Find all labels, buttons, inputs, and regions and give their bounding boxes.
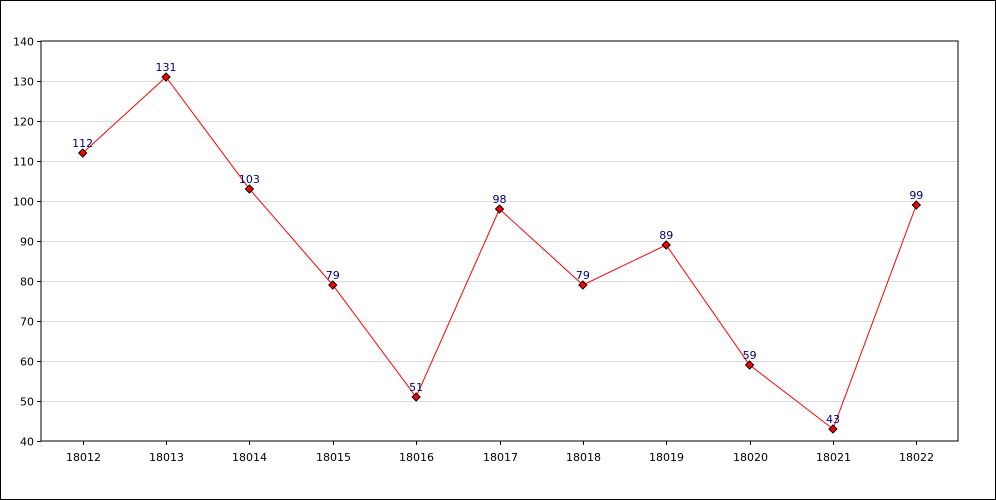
y-tick-label: 50 xyxy=(20,396,34,409)
data-label-layer: 112 131 103 79 51 98 79 89 59 43 99 xyxy=(72,61,923,426)
data-point-marker xyxy=(578,280,588,290)
y-tick-label: 80 xyxy=(20,276,34,289)
y-tick-label: 140 xyxy=(13,36,34,49)
data-label: 89 xyxy=(659,229,673,242)
data-point-marker xyxy=(494,204,505,214)
grid-layer xyxy=(41,81,958,402)
y-tick-label: 90 xyxy=(20,236,34,249)
data-label: 43 xyxy=(826,413,840,426)
x-tick-label: 18012 xyxy=(66,451,101,464)
data-label: 79 xyxy=(326,269,340,282)
y-tick-label: 110 xyxy=(13,156,34,169)
data-point-marker xyxy=(244,184,255,194)
x-tick-label: 18018 xyxy=(566,451,601,464)
data-label: 103 xyxy=(239,173,260,186)
data-label: 51 xyxy=(409,381,423,394)
series-layer xyxy=(77,72,922,434)
data-label: 112 xyxy=(72,137,93,150)
data-point-marker xyxy=(744,360,755,370)
data-label: 98 xyxy=(493,193,507,206)
x-tick-label: 18021 xyxy=(816,451,851,464)
data-label: 99 xyxy=(909,189,923,202)
data-point-marker xyxy=(77,148,88,158)
y-axis: 40 50 60 70 80 90 100 110 120 130 140 xyxy=(13,36,41,449)
data-label: 79 xyxy=(576,269,590,282)
data-point-marker xyxy=(828,424,838,434)
x-tick-label: 18017 xyxy=(483,451,518,464)
data-label: 59 xyxy=(743,349,757,362)
data-point-marker xyxy=(911,200,922,210)
x-tick-label: 18020 xyxy=(733,451,768,464)
data-point-marker xyxy=(411,392,421,402)
data-label: 131 xyxy=(156,61,177,74)
x-tick-label: 18015 xyxy=(316,451,351,464)
y-tick-label: 60 xyxy=(20,356,34,369)
x-axis: 18012 18013 18014 18015 18016 18017 18018 18019… xyxy=(66,441,934,464)
data-point-marker xyxy=(661,240,671,250)
x-tick-label: 18014 xyxy=(232,451,267,464)
data-point-marker xyxy=(328,280,338,290)
x-tick-label: 18022 xyxy=(899,451,934,464)
x-tick-label: 18013 xyxy=(149,451,184,464)
y-tick-label: 100 xyxy=(13,196,34,209)
series-line xyxy=(82,76,917,430)
y-tick-label: 40 xyxy=(20,436,34,449)
y-tick-label: 120 xyxy=(13,116,34,129)
y-tick-label: 70 xyxy=(20,316,34,329)
x-tick-label: 18019 xyxy=(649,451,684,464)
y-tick-label: 130 xyxy=(13,76,34,89)
data-point-marker xyxy=(161,72,171,82)
x-tick-label: 18016 xyxy=(399,451,434,464)
